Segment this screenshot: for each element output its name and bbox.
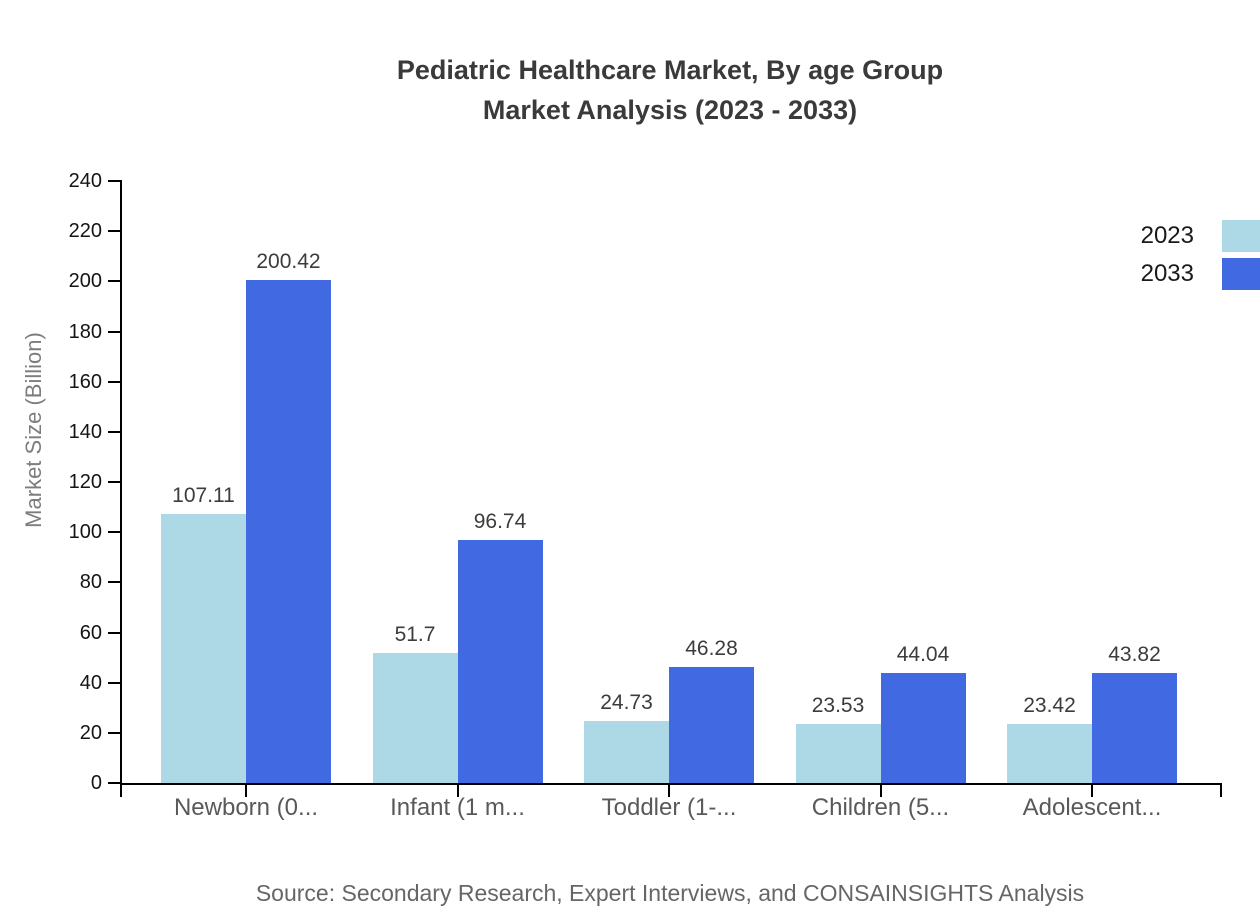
y-tick-label: 160 — [68, 370, 102, 393]
bar-value-label: 23.42 — [1023, 694, 1076, 718]
y-tick-label: 100 — [68, 521, 102, 544]
y-tick — [108, 631, 120, 634]
bar-value-label: 24.73 — [600, 690, 653, 714]
bar — [584, 720, 669, 783]
y-tick — [108, 481, 120, 483]
x-tick-label: Newborn (0... — [173, 794, 319, 821]
x-tick — [668, 785, 670, 797]
x-tick-label: Adolescent... — [1022, 794, 1162, 821]
x-axis-end-tick — [1220, 785, 1222, 797]
x-tick — [1091, 785, 1093, 797]
y-tick-label: 40 — [79, 671, 102, 694]
bar-value-label: 46.28 — [685, 636, 738, 660]
bar — [457, 540, 543, 783]
y-tick-label: 240 — [68, 170, 102, 192]
bar — [880, 672, 966, 783]
bar-value-label: 23.53 — [811, 693, 865, 717]
legend-label: 2023 — [1140, 222, 1194, 249]
y-tick — [108, 230, 120, 233]
y-tick-label: 220 — [68, 220, 102, 243]
bar-value-label: 44.04 — [896, 642, 950, 666]
legend-swatch — [1222, 220, 1260, 252]
bar-value-label: 107.11 — [172, 484, 235, 508]
chart-title-line2: Market Analysis (2023 - 2033) — [482, 95, 858, 125]
chart-title: Pediatric Healthcare Market, By age Grou… — [40, 50, 1260, 130]
y-tick — [108, 430, 120, 433]
x-tick-label: Children (5... — [811, 794, 950, 821]
chart-title-line1: Pediatric Healthcare Market, By age Grou… — [396, 55, 944, 85]
y-tick — [108, 531, 120, 534]
y-tick-label: 20 — [79, 721, 102, 744]
x-tick — [245, 785, 247, 797]
y-tick — [108, 330, 120, 333]
y-tick — [108, 782, 120, 784]
x-axis-line — [120, 783, 1222, 785]
bar — [372, 653, 458, 783]
y-tick-label: 140 — [68, 420, 102, 443]
x-tick — [879, 785, 882, 797]
bar-value-label: 200.42 — [256, 250, 321, 274]
y-tick-label: 0 — [90, 772, 102, 794]
x-axis-end-tick — [120, 785, 122, 797]
bar-value-label: 51.7 — [394, 623, 436, 647]
bar-value-label: 43.82 — [1108, 643, 1161, 667]
legend-swatch — [1222, 258, 1260, 290]
y-tick — [108, 681, 120, 684]
bar — [795, 723, 881, 783]
y-tick-label: 120 — [68, 471, 102, 493]
y-axis-line — [120, 180, 122, 785]
bar — [246, 280, 331, 783]
y-tick — [108, 731, 120, 734]
y-tick — [108, 581, 120, 584]
bar — [1092, 673, 1177, 783]
y-tick-label: 60 — [79, 621, 102, 644]
source-note: Source: Secondary Research, Expert Inter… — [255, 880, 1085, 906]
x-tick — [456, 785, 459, 797]
bar — [1007, 724, 1092, 783]
bar-value-label: 96.74 — [473, 510, 527, 534]
y-tick-label: 80 — [79, 571, 102, 594]
x-tick-label: Toddler (1-... — [601, 794, 737, 821]
bar — [669, 666, 754, 783]
x-tick-label: Infant (1 m... — [390, 794, 525, 821]
y-tick — [108, 180, 120, 182]
y-tick-label: 200 — [68, 270, 102, 293]
y-tick — [108, 380, 120, 383]
legend-label: 2033 — [1140, 260, 1194, 287]
bar — [161, 514, 246, 783]
y-tick-label: 180 — [68, 320, 102, 343]
y-tick — [108, 280, 120, 283]
